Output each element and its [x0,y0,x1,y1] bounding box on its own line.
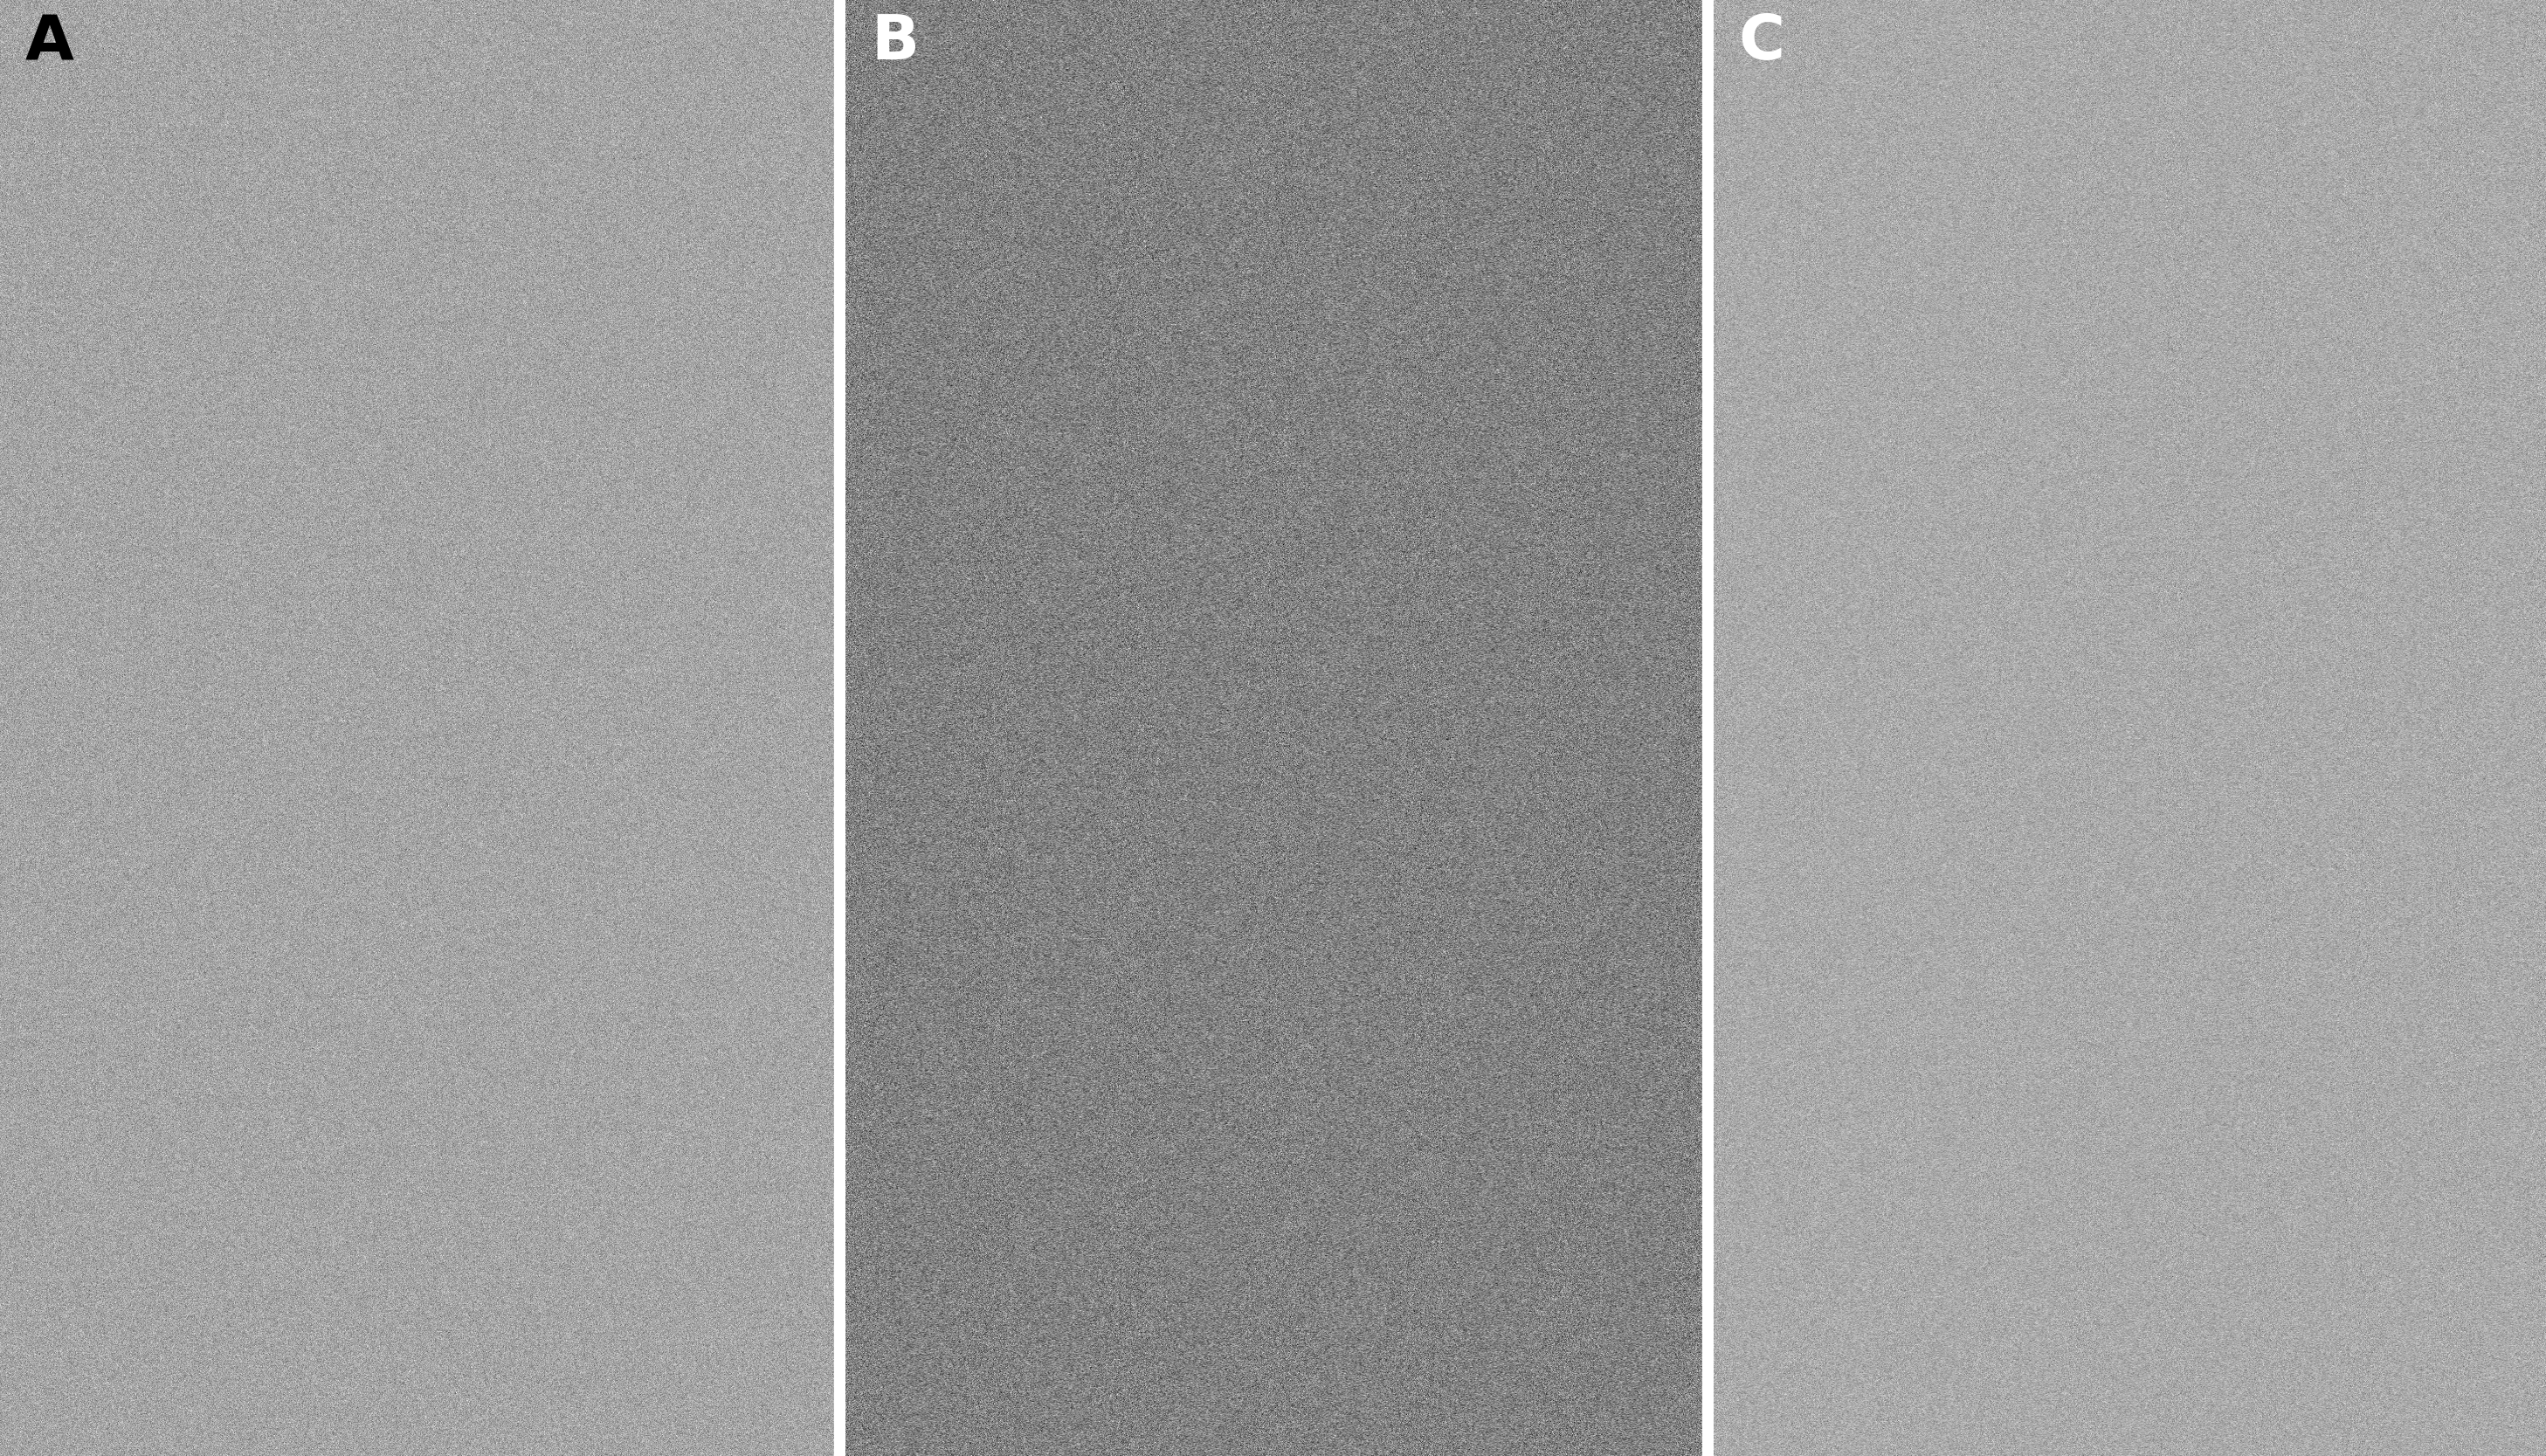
Text: A: A [25,13,74,73]
Text: B: B [871,13,919,73]
Text: C: C [1739,13,1785,73]
